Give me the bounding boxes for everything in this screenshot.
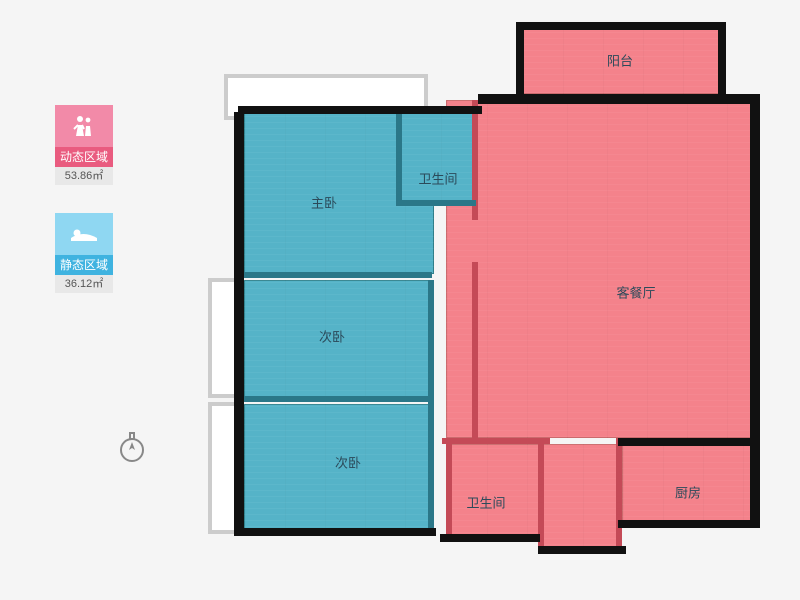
outer-wall — [618, 438, 760, 446]
legend: 动态区域 53.86㎡ 静态区域 36.12㎡ — [55, 105, 113, 321]
room-label-master: 主卧 — [311, 193, 337, 212]
legend-dynamic-label: 动态区域 — [55, 147, 113, 167]
room-hall — [542, 444, 622, 552]
inner-wall — [446, 438, 452, 538]
room-living_dining — [446, 100, 754, 438]
room-label-bath1: 卫生间 — [418, 169, 457, 188]
outer-wall — [478, 94, 758, 104]
legend-static: 静态区域 36.12㎡ — [55, 213, 113, 293]
room-label-bath2: 卫生间 — [466, 493, 505, 512]
room-label-living_dining: 客餐厅 — [616, 283, 655, 302]
sleep-icon — [55, 213, 113, 255]
legend-static-label: 静态区域 — [55, 255, 113, 275]
inner-wall — [396, 112, 402, 206]
outer-wall — [750, 438, 760, 528]
inner-wall — [616, 438, 622, 554]
outer-wall — [238, 106, 482, 114]
room-bath1 — [400, 112, 476, 204]
room-label-bed2: 次卧 — [319, 327, 345, 346]
outer-wall — [440, 534, 540, 542]
people-icon — [55, 105, 113, 147]
legend-dynamic-value: 53.86㎡ — [55, 167, 113, 185]
legend-dynamic: 动态区域 53.86㎡ — [55, 105, 113, 185]
outer-wall — [516, 22, 726, 30]
legend-static-value: 36.12㎡ — [55, 275, 113, 293]
room-label-kitchen: 厨房 — [675, 483, 701, 502]
room-label-bed3: 次卧 — [335, 453, 361, 472]
outer-wall — [618, 520, 760, 528]
room-label-balcony: 阳台 — [607, 51, 633, 70]
outer-wall — [538, 546, 626, 554]
inner-wall — [396, 200, 476, 206]
inner-wall — [472, 262, 478, 442]
inner-wall — [428, 280, 434, 534]
floor-plan: 阳台客餐厅厨房卫生间主卧卫生间次卧次卧 — [220, 12, 766, 572]
outer-wall — [750, 94, 760, 444]
outer-wall — [234, 112, 244, 536]
outer-wall — [516, 22, 524, 100]
compass-icon — [116, 432, 148, 464]
inner-wall — [442, 438, 550, 444]
outer-wall — [238, 528, 436, 536]
inner-wall — [242, 396, 432, 402]
inner-wall — [242, 272, 432, 278]
outer-wall — [718, 22, 726, 100]
